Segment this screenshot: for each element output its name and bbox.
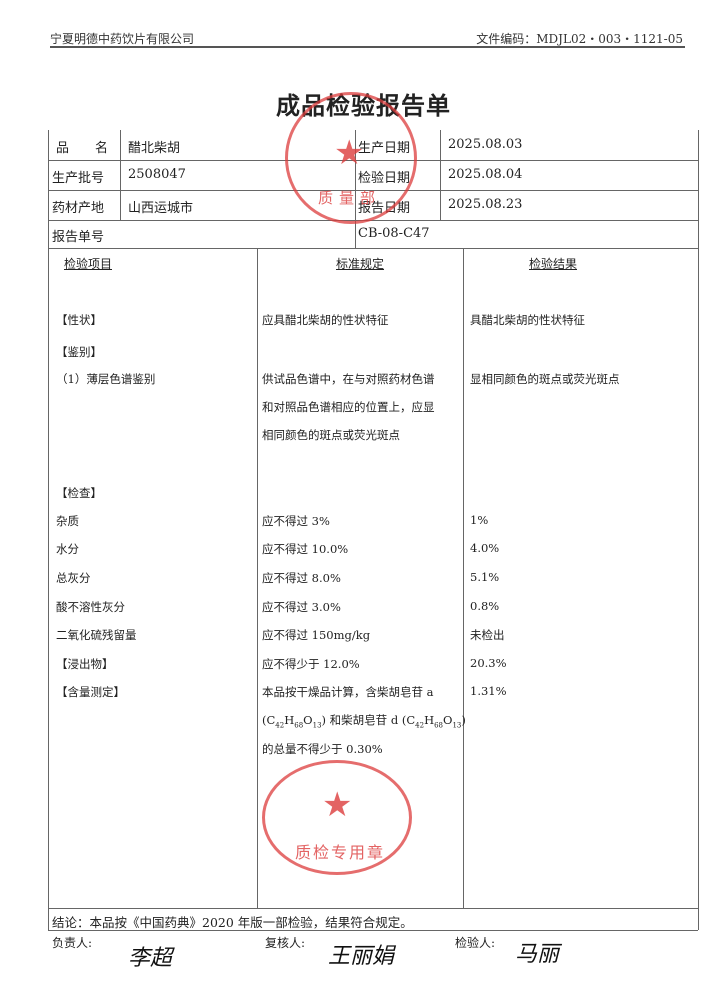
item-result: 20.3% [470, 656, 507, 670]
signature-inspector: 马丽 [515, 942, 560, 967]
item-result: 1% [470, 513, 489, 527]
label-report-number: 报告单号 [52, 230, 105, 245]
item-name: （1）薄层色谱鉴别 [56, 372, 156, 386]
item-standard: (C42H68O13) 和柴胡皂苷 d (C42H68O13) [262, 713, 466, 730]
label-batch: 生产批号 [52, 171, 105, 186]
item-standard: 和对照品色谱相应的位置上，应显 [262, 400, 435, 414]
column-header-standard: 标准规定 [335, 257, 384, 271]
column-header-item: 检验项目 [63, 257, 112, 271]
label-product-name: 品 名 [56, 141, 109, 156]
item-result: 显相同颜色的斑点或荧光斑点 [470, 372, 620, 386]
item-standard: 本品按干燥品计算，含柴胡皂苷 a [262, 685, 434, 699]
test-date: 2025.08.04 [448, 167, 523, 182]
report-date: 2025.08.23 [448, 197, 523, 212]
item-standard: 应不得过 3% [262, 514, 330, 528]
item-standard: 应不得过 150mg/kg [262, 628, 371, 642]
item-name: 总灰分 [56, 571, 91, 585]
item-standard: 应不得过 10.0% [262, 542, 349, 556]
item-name: 【性状】 [56, 313, 102, 327]
item-standard: 应不得少于 12.0% [262, 657, 360, 671]
item-standard: 应不得过 8.0% [262, 571, 341, 585]
document-code: 文件编码：MDJL02・003・1121-05 [476, 32, 683, 46]
item-name: 水分 [56, 542, 79, 556]
item-name: 杂质 [56, 514, 79, 528]
company-name: 宁夏明德中药饮片有限公司 [50, 32, 195, 46]
signature-reviewer: 王丽娟 [328, 944, 395, 969]
item-name: 【检查】 [56, 486, 102, 500]
origin: 山西运城市 [128, 201, 194, 216]
quality-inspection-stamp: ★ 质检专用章 [262, 760, 412, 875]
label-reviewer: 复核人: [265, 936, 306, 950]
item-name: 二氧化硫残留量 [56, 628, 137, 642]
label-inspector: 检验人: [455, 936, 496, 950]
label-origin: 药材产地 [52, 201, 105, 216]
item-name: 【含量测定】 [56, 685, 125, 699]
item-result: 0.8% [470, 599, 500, 613]
item-name: 【浸出物】 [56, 657, 114, 671]
signature-responsible: 李超 [128, 946, 173, 971]
item-result: 5.1% [470, 570, 500, 584]
item-standard: 相同颜色的斑点或荧光斑点 [262, 428, 400, 442]
item-standard: 供试品色谱中，在与对照药材色谱 [262, 372, 435, 386]
production-date: 2025.08.03 [448, 137, 523, 152]
quality-dept-stamp: ★ 质量部 [285, 92, 417, 224]
item-name: 酸不溶性灰分 [56, 600, 125, 614]
item-standard: 应不得过 3.0% [262, 600, 341, 614]
product-name: 醋北柴胡 [128, 141, 181, 156]
conclusion: 结论：本品按《中国药典》2020 年版一部检验，结果符合规定。 [52, 915, 413, 930]
label-responsible: 负责人: [52, 936, 93, 950]
item-name: 【鉴别】 [56, 345, 102, 359]
item-standard: 的总量不得少于 0.30% [262, 742, 383, 756]
item-result: 具醋北柴胡的性状特征 [470, 313, 585, 327]
report-number: CB-08-C47 [358, 226, 430, 241]
item-result: 未检出 [470, 628, 505, 642]
batch-number: 2508047 [128, 167, 186, 182]
item-result: 4.0% [470, 541, 500, 555]
column-header-result: 检验结果 [528, 257, 577, 271]
item-result: 1.31% [470, 684, 507, 698]
header-divider [50, 46, 685, 48]
item-standard: 应具醋北柴胡的性状特征 [262, 313, 389, 327]
